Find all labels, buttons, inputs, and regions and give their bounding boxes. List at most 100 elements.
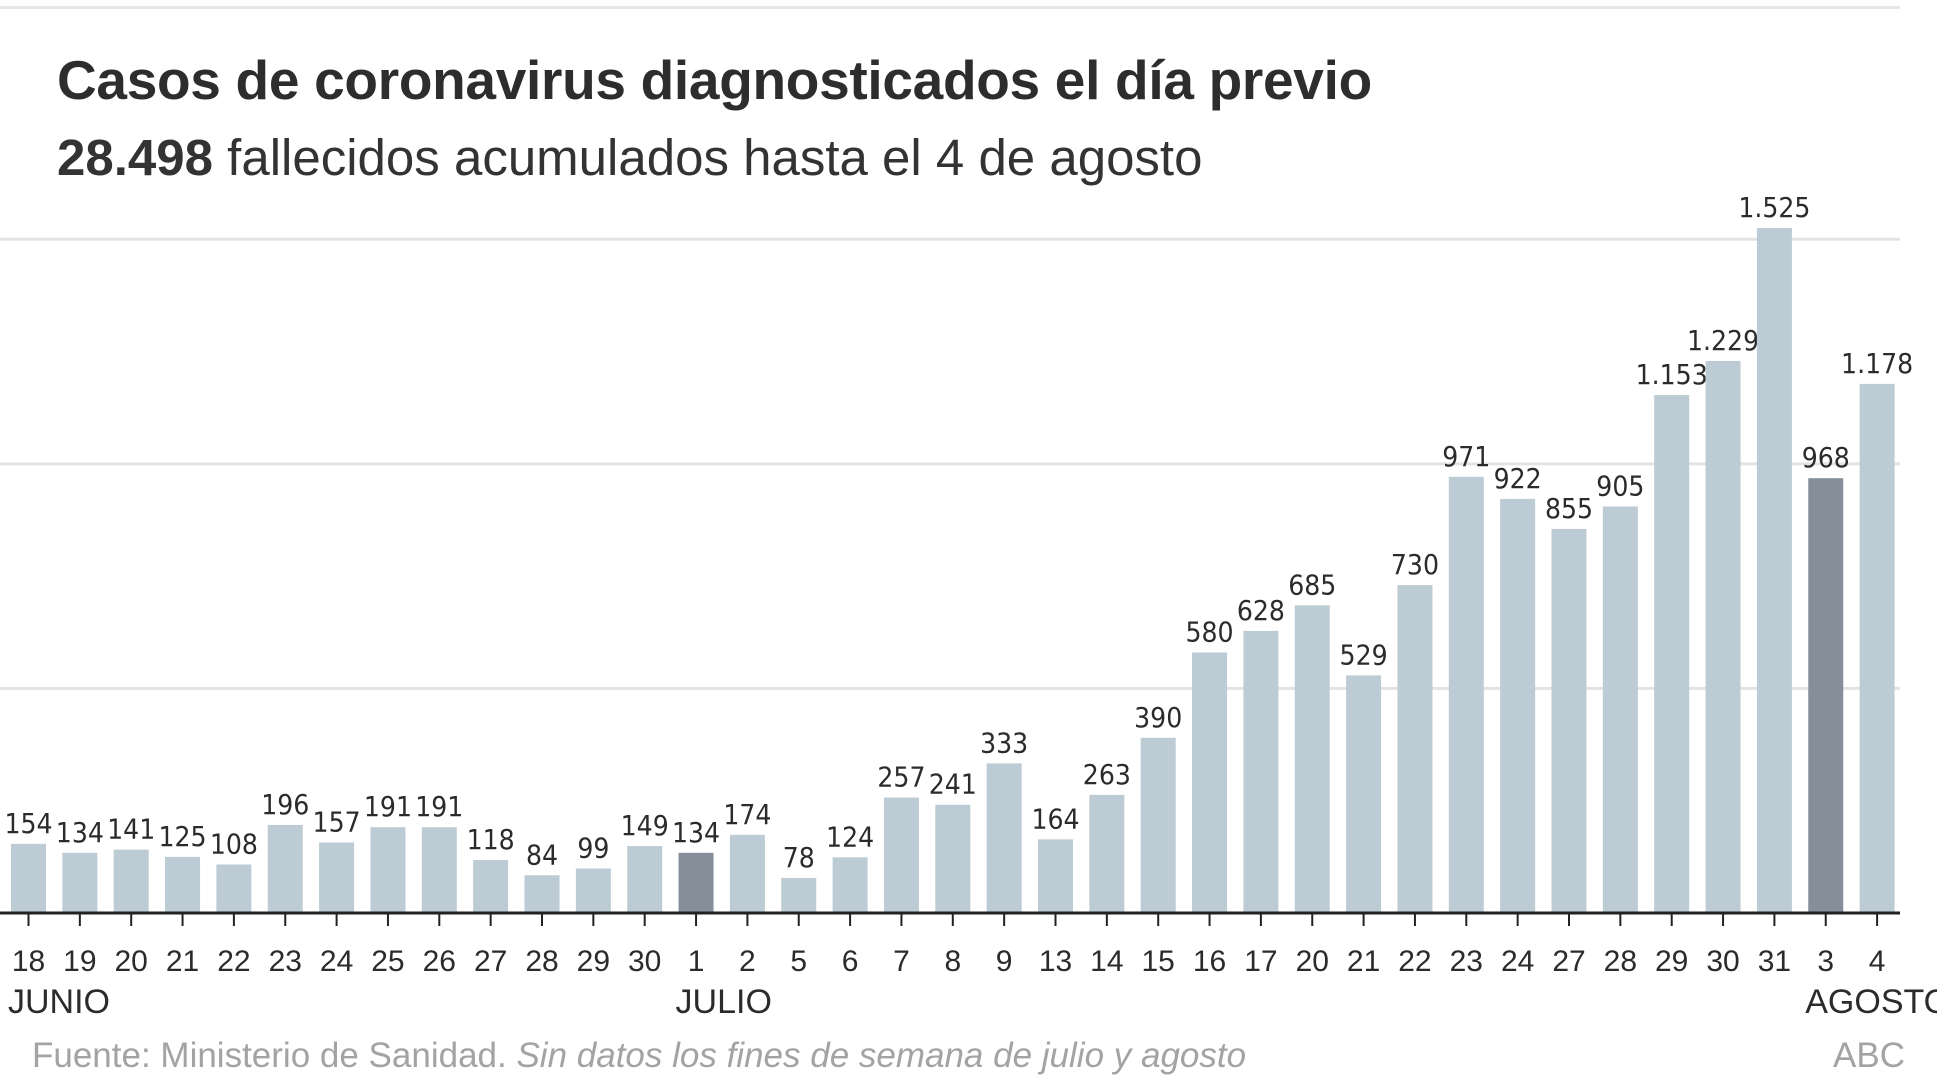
x-tick-label: 27 <box>1552 945 1585 978</box>
x-tick-label: 27 <box>474 945 507 978</box>
x-tick-label: 23 <box>1450 945 1483 978</box>
bar <box>1705 360 1741 913</box>
bar <box>986 763 1022 913</box>
x-tick-label: 6 <box>842 945 859 978</box>
bar <box>62 852 98 913</box>
bar-value-label: 905 <box>1596 469 1644 502</box>
x-tick-label: 28 <box>1604 945 1637 978</box>
bar-value-label: 855 <box>1545 492 1593 525</box>
top-rule <box>0 6 1900 9</box>
bar-value-label: 257 <box>877 761 925 794</box>
x-tick-label: 16 <box>1193 945 1226 978</box>
month-label: JULIO <box>676 983 772 1021</box>
x-tick-label: 14 <box>1090 945 1123 978</box>
bar-value-label: 1.153 <box>1636 358 1708 391</box>
bar <box>1038 839 1073 913</box>
x-tick-label: 29 <box>1655 945 1688 978</box>
bar <box>473 859 509 913</box>
bar-value-label: 124 <box>826 820 874 853</box>
x-tick-label: 30 <box>1706 945 1739 978</box>
x-tick-label: 19 <box>63 945 96 978</box>
bar-value-label: 164 <box>1031 802 1079 835</box>
month-label: JUNIO <box>8 983 110 1021</box>
bar-value-label: 333 <box>980 726 1028 759</box>
bar <box>1808 478 1844 913</box>
bar <box>883 797 919 913</box>
bar-value-label: 263 <box>1083 758 1131 791</box>
x-tick-label: 2 <box>739 945 756 978</box>
bar-value-label: 78 <box>783 841 815 874</box>
x-tick-label: 9 <box>996 945 1013 978</box>
bar-value-label: 149 <box>621 809 669 842</box>
x-tick-label: 22 <box>1398 945 1431 978</box>
bar-value-label: 125 <box>159 820 207 853</box>
bar <box>935 804 971 913</box>
bar <box>1654 395 1690 913</box>
bar-value-label: 99 <box>577 832 609 865</box>
source-text: Fuente: Ministerio de Sanidad. <box>32 1036 517 1075</box>
bar-value-label: 390 <box>1134 701 1182 734</box>
chart-subtitle: 28.498 fallecidos acumulados hasta el 4 … <box>57 128 1202 187</box>
bar <box>1140 737 1176 913</box>
bar-value-label: 529 <box>1340 638 1388 671</box>
x-tick-label: 30 <box>628 945 661 978</box>
bar-value-label: 191 <box>364 790 412 823</box>
bar <box>11 843 46 913</box>
subtitle-text: fallecidos acumulados hasta el 4 de agos… <box>213 129 1203 186</box>
bar-value-label: 174 <box>723 798 771 831</box>
x-tick-label: 4 <box>1869 945 1886 978</box>
month-label: AGOSTO <box>1805 983 1937 1021</box>
bar-value-label: 118 <box>467 823 515 856</box>
bar <box>1089 794 1125 913</box>
x-tick-label: 29 <box>577 945 610 978</box>
x-tick-label: 25 <box>371 945 404 978</box>
bar <box>113 849 149 913</box>
bar <box>1756 228 1792 913</box>
x-tick-label: 15 <box>1142 945 1175 978</box>
x-tick-label: 20 <box>1296 945 1329 978</box>
bar <box>319 842 355 913</box>
bar-value-label: 1.229 <box>1687 324 1759 357</box>
x-tick-label: 21 <box>166 945 199 978</box>
bar-value-label: 154 <box>4 807 52 840</box>
chart-footer: Fuente: Ministerio de Sanidad. Sin datos… <box>32 1036 1246 1076</box>
bar <box>524 875 560 913</box>
credit-label: ABC <box>1833 1036 1905 1075</box>
bar-value-label: 191 <box>415 790 463 823</box>
bar <box>1448 476 1484 913</box>
bar-value-label: 971 <box>1442 440 1490 473</box>
bar-value-label: 157 <box>313 805 361 838</box>
x-tick-label: 13 <box>1039 945 1072 978</box>
bar <box>1602 506 1638 913</box>
bar <box>1500 498 1536 913</box>
x-tick-label: 7 <box>893 945 910 978</box>
bar <box>729 834 765 913</box>
x-tick-label: 31 <box>1758 945 1791 978</box>
bar-value-label: 580 <box>1186 615 1234 648</box>
bar <box>216 864 252 913</box>
x-tick-label: 8 <box>944 945 961 978</box>
bar <box>1859 383 1895 913</box>
bar <box>370 827 406 913</box>
bar <box>678 852 714 913</box>
bar <box>1294 605 1330 913</box>
bar <box>1346 675 1382 913</box>
bar <box>1397 585 1433 913</box>
bar-value-label: 196 <box>261 788 309 821</box>
bar-value-label: 134 <box>672 816 720 849</box>
bar <box>1243 630 1279 913</box>
x-tick-label: 26 <box>423 945 456 978</box>
bar-value-label: 1.178 <box>1841 347 1913 380</box>
x-tick-label: 24 <box>1501 945 1534 978</box>
x-tick-label: 5 <box>790 945 807 978</box>
chart-title: Casos de coronavirus diagnosticados el d… <box>57 49 1372 111</box>
bar <box>781 877 817 913</box>
bar <box>421 827 457 913</box>
bar-value-label: 685 <box>1288 568 1336 601</box>
x-tick-label: 1 <box>688 945 705 978</box>
bar-value-label: 628 <box>1237 594 1285 627</box>
bar-value-label: 241 <box>929 768 977 801</box>
x-tick-label: 20 <box>115 945 148 978</box>
bar-value-label: 968 <box>1802 441 1850 474</box>
x-tick-label: 24 <box>320 945 353 978</box>
